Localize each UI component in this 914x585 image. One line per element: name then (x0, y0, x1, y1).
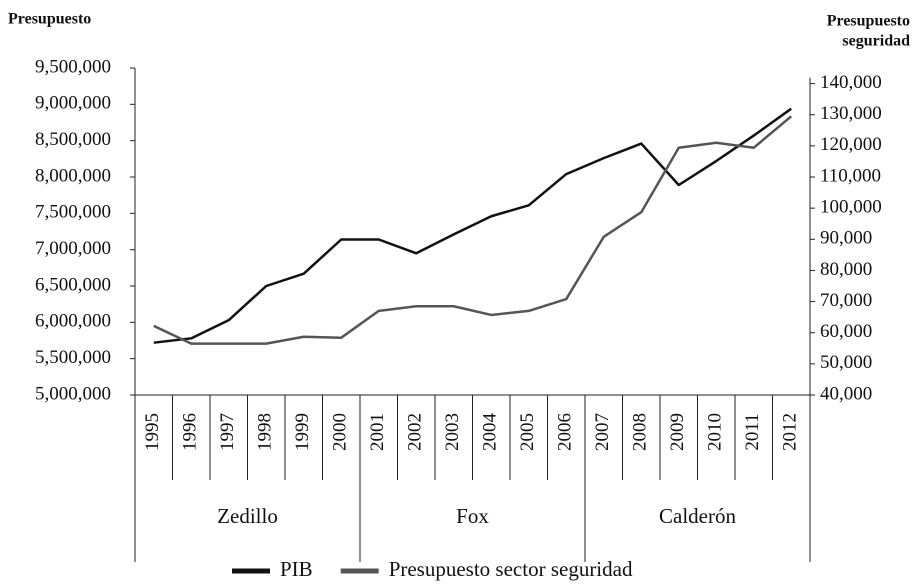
x-tick-label: 2007 (592, 413, 613, 451)
y-tick-label: 8,500,000 (35, 129, 111, 150)
x-tick-label: 2005 (517, 413, 538, 451)
x-tick-label: 2012 (780, 413, 801, 451)
x-tick-label: 2010 (705, 413, 726, 451)
y-tick-label: 9,000,000 (35, 93, 111, 114)
x-tick-label: 1999 (292, 413, 313, 451)
y-tick-label: 7,500,000 (35, 202, 111, 223)
y2-axis-title: Presupuesto (827, 13, 910, 30)
group-label: Calderón (659, 504, 736, 528)
y-tick-label: 6,000,000 (35, 311, 111, 332)
x-tick-label: 2009 (667, 413, 688, 451)
y2-tick-label: 100,000 (820, 197, 882, 218)
x-tick-label: 2002 (405, 413, 426, 451)
x-tick-label: 1998 (255, 413, 276, 451)
series-line (153, 107, 792, 344)
legend-label: Presupuesto sector seguridad (389, 557, 633, 581)
x-tick-label: 2003 (442, 413, 463, 451)
y2-tick-label: 60,000 (820, 321, 872, 342)
group-label: Zedillo (217, 504, 278, 528)
y2-tick-label: 110,000 (820, 165, 881, 186)
group-label: Fox (456, 504, 489, 528)
series-line (153, 115, 793, 345)
y2-tick-label: 70,000 (820, 290, 872, 311)
y2-tick-label: 90,000 (820, 228, 872, 249)
y-tick-label: 7,000,000 (35, 238, 111, 259)
y-axis-title: Presupuesto (8, 11, 91, 28)
y-tick-label: 5,000,000 (35, 383, 111, 404)
y2-tick-label: 40,000 (820, 383, 872, 404)
x-tick-label: 2004 (480, 413, 501, 452)
y2-tick-label: 80,000 (820, 259, 872, 280)
x-tick-label: 1996 (180, 413, 201, 451)
x-tick-label: 1997 (217, 413, 238, 451)
x-tick-label: 1995 (142, 413, 163, 451)
y2-tick-label: 120,000 (820, 134, 882, 155)
x-tick-label: 2008 (630, 413, 651, 451)
x-tick-label: 2000 (330, 413, 351, 451)
x-tick-label: 2001 (367, 413, 388, 451)
y2-tick-label: 50,000 (820, 352, 872, 373)
y-tick-label: 6,500,000 (35, 274, 111, 295)
y-tick-label: 5,500,000 (35, 347, 111, 368)
y-tick-label: 9,500,000 (35, 56, 111, 77)
x-tick-label: 2006 (555, 413, 576, 451)
y2-tick-label: 130,000 (820, 103, 882, 124)
y2-axis-title: seguridad (842, 33, 910, 50)
x-tick-label: 2011 (742, 413, 763, 450)
y2-tick-label: 140,000 (820, 72, 882, 93)
legend-label: PIB (280, 557, 313, 581)
y-tick-label: 8,000,000 (35, 165, 111, 186)
